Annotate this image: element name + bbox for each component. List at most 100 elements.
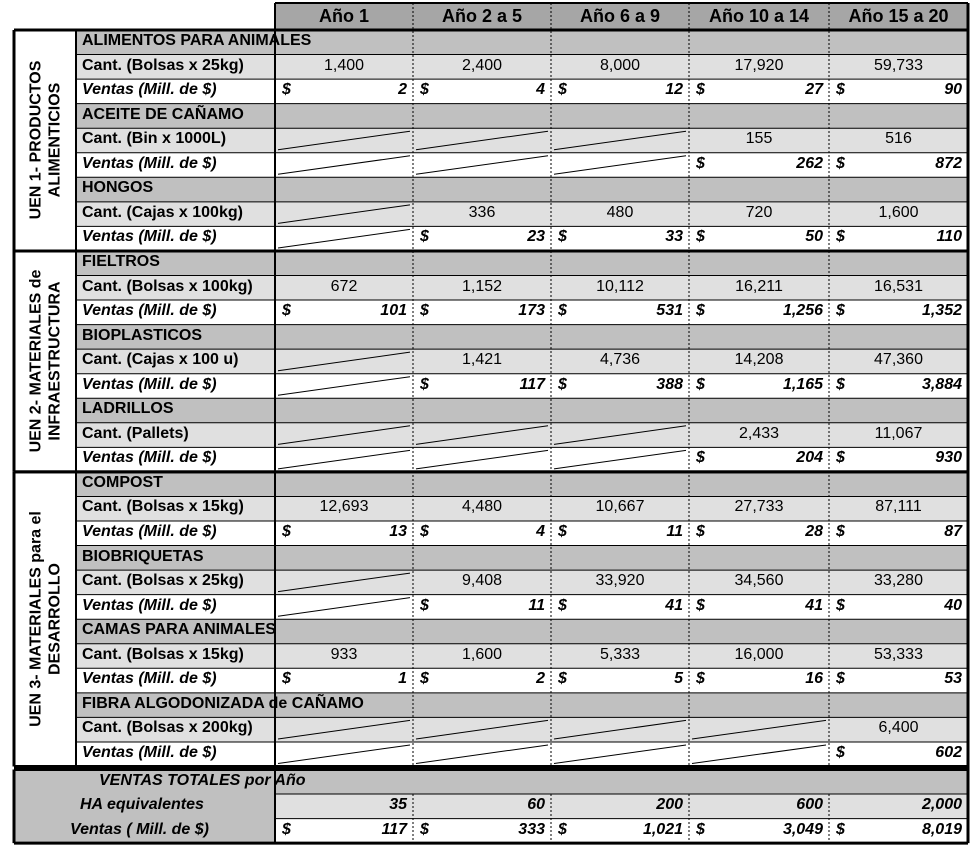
sales-cell <box>275 447 413 472</box>
sales-cell <box>275 594 413 620</box>
quantity-cell: 12,693 <box>275 496 413 521</box>
sales-label: Ventas (Mill. de $) <box>76 226 275 251</box>
currency-symbol: $ <box>420 670 429 688</box>
sales-cell <box>551 447 689 472</box>
sales-value: 101 <box>380 302 407 320</box>
sales-value: 27 <box>805 81 823 99</box>
sales-cell: $41 <box>689 594 829 620</box>
ha-value: 35 <box>389 796 407 814</box>
sales-label: Ventas (Mill. de $) <box>76 152 275 178</box>
sales-label: Ventas (Mill. de $) <box>76 668 275 693</box>
quantity-cell: 9,408 <box>413 570 551 595</box>
currency-symbol: $ <box>836 228 845 246</box>
sales-value: 90 <box>944 81 962 99</box>
sales-value: 602 <box>935 743 962 761</box>
currency-symbol: $ <box>836 375 845 393</box>
sales-value: 5 <box>674 670 683 688</box>
quantity-label: Cant. (Bolsas x 25kg) <box>76 54 275 80</box>
quantity-label: Cant. (Bolsas x 25kg) <box>76 570 275 595</box>
currency-symbol: $ <box>836 596 845 614</box>
sales-value: 11 <box>528 596 545 614</box>
product-section-header: ACEITE DE CAÑAMO <box>76 103 968 129</box>
quantity-cell: 34,560 <box>689 570 829 595</box>
quantity-cell: 155 <box>689 128 829 153</box>
quantity-cell <box>275 201 413 227</box>
sales-value: 3,049 <box>782 820 823 838</box>
sales-value: 11 <box>666 523 683 540</box>
sales-value: 23 <box>527 228 545 246</box>
sales-cell <box>275 373 413 399</box>
sales-value: 33 <box>665 228 683 246</box>
currency-symbol: $ <box>558 820 567 838</box>
quantity-cell <box>551 717 689 742</box>
currency-symbol: $ <box>836 523 845 540</box>
sales-label: Ventas (Mill. de $) <box>76 521 275 546</box>
product-section-header: BIOPLASTICOS <box>76 324 968 350</box>
sales-label: Ventas (Mill. de $) <box>76 741 275 767</box>
currency-symbol: $ <box>696 820 705 838</box>
currency-symbol: $ <box>420 302 429 320</box>
quantity-label: Cant. (Bolsas x 15kg) <box>76 496 275 521</box>
quantity-cell <box>413 717 551 742</box>
product-section-header: CAMAS PARA ANIMALES <box>76 619 968 644</box>
currency-symbol: $ <box>420 523 429 540</box>
quantity-cell <box>551 422 689 448</box>
quantity-cell: 336 <box>413 201 551 227</box>
ha-equivalent-value: 200 <box>551 794 689 819</box>
currency-symbol: $ <box>836 743 845 761</box>
sales-value: 2 <box>536 670 545 688</box>
ha-equivalent-value: 600 <box>689 794 829 819</box>
sales-cell: $2 <box>275 79 413 104</box>
uen-name: UEN 1- PRODUCTOS ALIMENTICIOS <box>14 30 76 251</box>
product-section-header: FIBRA ALGODONIZADA de CAÑAMO <box>76 692 968 718</box>
currency-symbol: $ <box>282 670 291 688</box>
currency-symbol: $ <box>420 596 429 614</box>
currency-symbol: $ <box>836 302 845 320</box>
currency-symbol: $ <box>696 375 705 393</box>
quantity-cell <box>275 128 413 153</box>
sales-cell: $3,884 <box>829 373 968 399</box>
quantity-cell <box>275 717 413 742</box>
ha-equivalent-value: 60 <box>413 794 551 819</box>
quantity-cell: 1,600 <box>413 643 551 669</box>
sales-value: 4 <box>536 81 545 99</box>
quantity-cell: 10,112 <box>551 275 689 301</box>
sales-cell: $16 <box>689 668 829 693</box>
currency-symbol: $ <box>558 228 567 246</box>
currency-symbol: $ <box>558 81 567 99</box>
currency-symbol: $ <box>696 670 705 688</box>
quantity-label: Cant. (Bolsas x 200kg) <box>76 717 275 742</box>
sales-value: 204 <box>796 449 823 467</box>
column-header: Año 1 <box>275 3 413 29</box>
quantity-label: Cant. (Bin x 1000L) <box>76 128 275 153</box>
column-header: Año 6 a 9 <box>551 3 689 29</box>
currency-symbol: $ <box>420 820 429 838</box>
quantity-cell: 59,733 <box>829 54 968 80</box>
currency-symbol: $ <box>282 820 291 838</box>
sales-cell: $11 <box>551 521 689 546</box>
sales-value: 4 <box>536 523 545 540</box>
currency-symbol: $ <box>282 302 291 320</box>
sales-cell <box>413 152 551 178</box>
currency-symbol: $ <box>696 81 705 99</box>
sales-cell <box>275 741 413 767</box>
quantity-cell: 27,733 <box>689 496 829 521</box>
quantity-cell <box>275 570 413 595</box>
quantity-label: Cant. (Cajas x 100kg) <box>76 201 275 227</box>
sales-cell: $1,256 <box>689 300 829 325</box>
currency-symbol: $ <box>836 81 845 99</box>
uen-name-line: INFRAESTRUCTURA <box>46 281 63 441</box>
sales-cell: $117 <box>413 373 551 399</box>
sales-cell: $602 <box>829 741 968 767</box>
uen-name: UEN 3- MATERIALES para el DESARROLLO <box>14 472 76 767</box>
currency-symbol: $ <box>558 523 567 540</box>
ha-value: 600 <box>796 796 823 814</box>
quantity-label: Cant. (Cajas x 100 u) <box>76 349 275 374</box>
quantity-cell: 672 <box>275 275 413 301</box>
sales-cell: $101 <box>275 300 413 325</box>
sales-cell: $872 <box>829 152 968 178</box>
currency-symbol: $ <box>558 596 567 614</box>
currency-symbol: $ <box>420 375 429 393</box>
product-section-header: BIOBRIQUETAS <box>76 545 968 571</box>
column-header: Año 2 a 5 <box>413 3 551 29</box>
